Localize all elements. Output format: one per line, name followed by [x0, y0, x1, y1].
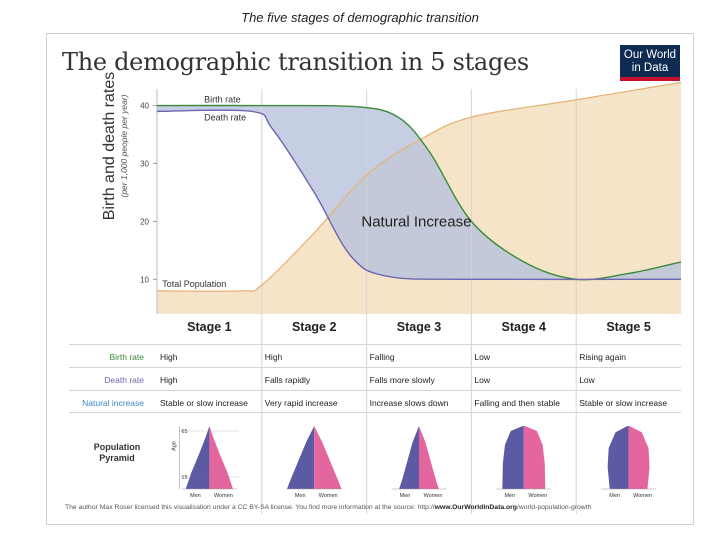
pyramid-women-label: Women: [319, 493, 338, 499]
logo-line-2: in Data: [631, 62, 669, 74]
y-tick-label: 20: [140, 217, 149, 226]
pyramid-women: [523, 426, 546, 489]
natural-increase-label: Natural Increase: [361, 213, 471, 230]
pyramid-women-label: Women: [633, 493, 652, 499]
pyramid-men: [607, 426, 629, 489]
total-population-label: Total Population: [162, 279, 226, 289]
y-tick-label: 30: [140, 159, 149, 168]
slide-caption: The five stages of demographic transitio…: [241, 10, 479, 25]
page-title: The demographic transition in 5 stages: [62, 48, 529, 76]
pyramid-men: [399, 426, 419, 489]
pyramid-men-label: Men: [190, 493, 201, 499]
pyramid-women: [419, 426, 439, 489]
pyramid-label-line1: Population: [93, 442, 141, 452]
pyramid-men: [502, 426, 524, 489]
credit-line: The author Max Roser licensed this visua…: [65, 504, 591, 511]
pyramid-women-label: Women: [214, 493, 233, 499]
pyramid-men-label: Men: [504, 493, 515, 499]
pyramid-label-line2: Pyramid: [99, 453, 135, 463]
pyramid-women-label: Women: [528, 493, 547, 499]
logo-line-1: Our World: [623, 49, 677, 61]
owid-logo: Our World in Data: [620, 45, 680, 81]
population-line: [156, 81, 682, 292]
death-rate-line: [156, 109, 682, 281]
pyramid-men-label: Men: [400, 493, 411, 499]
birth-rate-label: Birth rate: [204, 95, 241, 105]
pyramid-men-label: Men: [609, 493, 620, 499]
infographic-card: The demographic transition in 5 stages O…: [46, 33, 694, 525]
natural-increase-area: [157, 105, 681, 280]
population-pyramid-label: Population Pyramid: [87, 442, 147, 464]
pyramid-women-label: Women: [424, 493, 443, 499]
y-tick-label: 40: [140, 102, 149, 111]
pyramid-age-65: 65: [181, 429, 187, 435]
pyramid-men: [286, 426, 315, 489]
pyramid-men: [185, 426, 210, 489]
credit-tail: /world-population-growth: [516, 504, 592, 511]
transition-chart: 10 20 30 40 Birth rate Death rate Total Popula…: [140, 81, 682, 514]
pyramid-men-label: Men: [295, 493, 306, 499]
pyramid-age-15: 15: [181, 475, 187, 481]
death-rate-label: Death rate: [204, 112, 246, 122]
credit-text: The author Max Roser licensed this visua…: [65, 504, 435, 511]
pyramid-women: [209, 426, 233, 489]
y-tick-label: 10: [140, 275, 149, 284]
pyramid-age-label: Age: [171, 441, 177, 451]
pyramid-women: [314, 426, 342, 489]
pyramid-women: [628, 426, 650, 489]
source-link[interactable]: www.OurWorldInData.org: [434, 504, 517, 511]
